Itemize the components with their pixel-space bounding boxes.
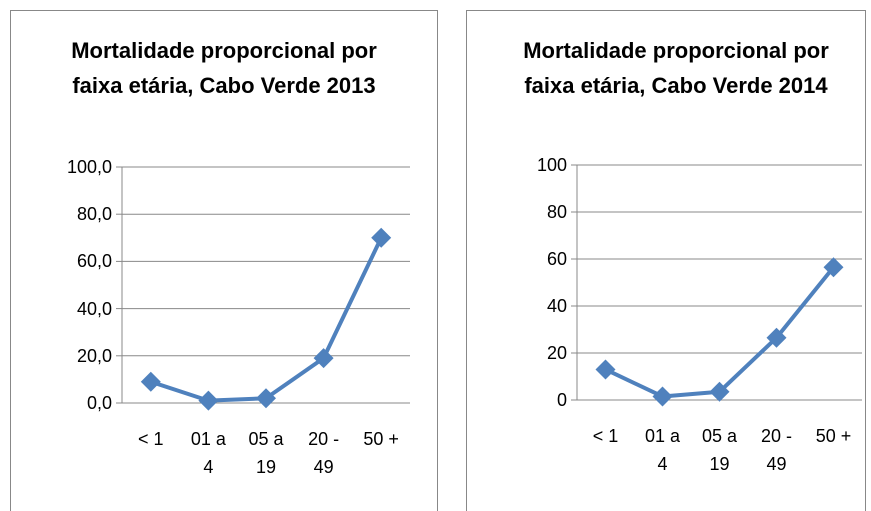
data-point bbox=[766, 327, 787, 348]
x-tick-label: 20 - 49 bbox=[760, 426, 793, 474]
y-tick-label: 60 bbox=[546, 249, 567, 269]
series-line bbox=[604, 265, 836, 399]
data-point bbox=[256, 388, 276, 409]
chart-title: Mortalidade proporcional por faixa etári… bbox=[523, 38, 829, 98]
x-tick-label: 50 + bbox=[815, 426, 852, 446]
data-point bbox=[313, 348, 334, 369]
chart-panel bbox=[466, 10, 866, 511]
data-point bbox=[652, 386, 673, 407]
y-tick-label: 60,0 bbox=[76, 251, 112, 272]
y-tick-label: 100,0 bbox=[66, 157, 112, 177]
y-tick-label: 40,0 bbox=[76, 298, 112, 319]
x-tick-label: 50 + bbox=[363, 429, 399, 449]
data-point bbox=[709, 381, 730, 402]
y-tick-label: 0 bbox=[556, 390, 567, 410]
y-tick-label: 80 bbox=[546, 202, 567, 222]
x-tick-label: < 1 bbox=[138, 429, 164, 449]
y-tick-label: 80,0 bbox=[76, 204, 112, 225]
x-tick-label: 01 a 4 bbox=[190, 429, 226, 477]
y-tick-label: 20,0 bbox=[76, 345, 112, 366]
chart-title: Mortalidade proporcional por faixa etári… bbox=[71, 38, 377, 98]
data-point bbox=[371, 227, 392, 248]
x-tick-label: 05 a 19 bbox=[701, 426, 738, 474]
data-point bbox=[140, 371, 161, 392]
y-tick-label: 20 bbox=[546, 343, 567, 363]
y-tick-label: 0,0 bbox=[86, 393, 112, 413]
data-point bbox=[198, 390, 219, 411]
series-line bbox=[150, 236, 384, 403]
chart-panel bbox=[10, 10, 438, 511]
x-tick-label: 01 a 4 bbox=[644, 426, 681, 474]
y-tick-label: 40 bbox=[546, 296, 567, 316]
data-point bbox=[823, 257, 844, 278]
x-tick-label: < 1 bbox=[592, 426, 619, 446]
data-point bbox=[595, 359, 616, 380]
y-tick-label: 100 bbox=[536, 155, 567, 175]
x-tick-label: 05 a 19 bbox=[248, 429, 284, 477]
x-tick-label: 20 - 49 bbox=[308, 429, 340, 477]
